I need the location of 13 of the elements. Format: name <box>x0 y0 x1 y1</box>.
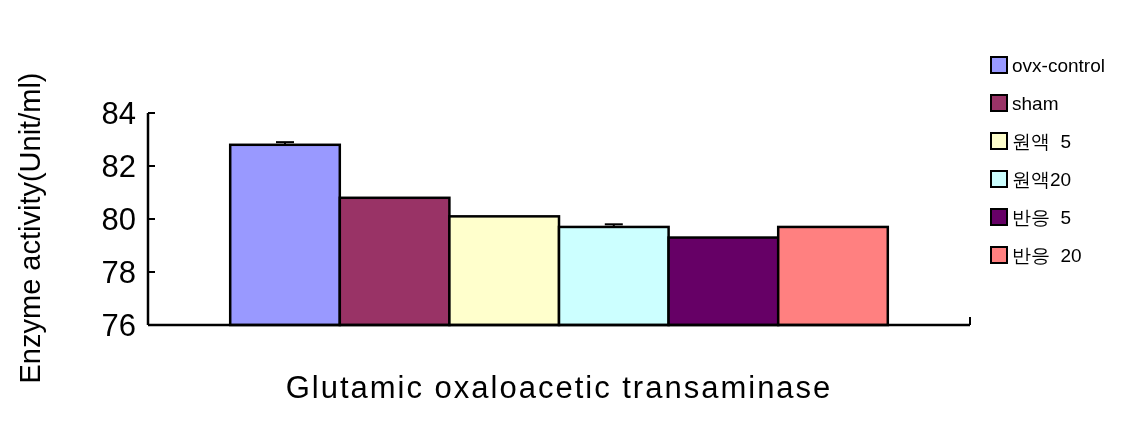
y-tick-label: 84 <box>101 96 136 131</box>
legend-label: 반응 5 <box>1012 207 1072 228</box>
y-tick-label: 76 <box>101 308 136 343</box>
y-axis-title: Enzyme activity(Unit/ml) <box>14 72 46 384</box>
legend-label: sham <box>1012 93 1059 114</box>
y-tick-label: 82 <box>101 149 136 184</box>
legend-label: 원액 5 <box>1012 131 1072 152</box>
legend-label: 원액20 <box>1012 169 1072 190</box>
legend-label: ovx-control <box>1012 55 1105 76</box>
y-tick-label: 78 <box>101 255 136 290</box>
x-tick-label: Glutamic oxaloacetic transaminase <box>285 370 833 405</box>
legend-label: 반응 20 <box>1012 245 1082 266</box>
y-tick-label: 80 <box>101 202 136 237</box>
